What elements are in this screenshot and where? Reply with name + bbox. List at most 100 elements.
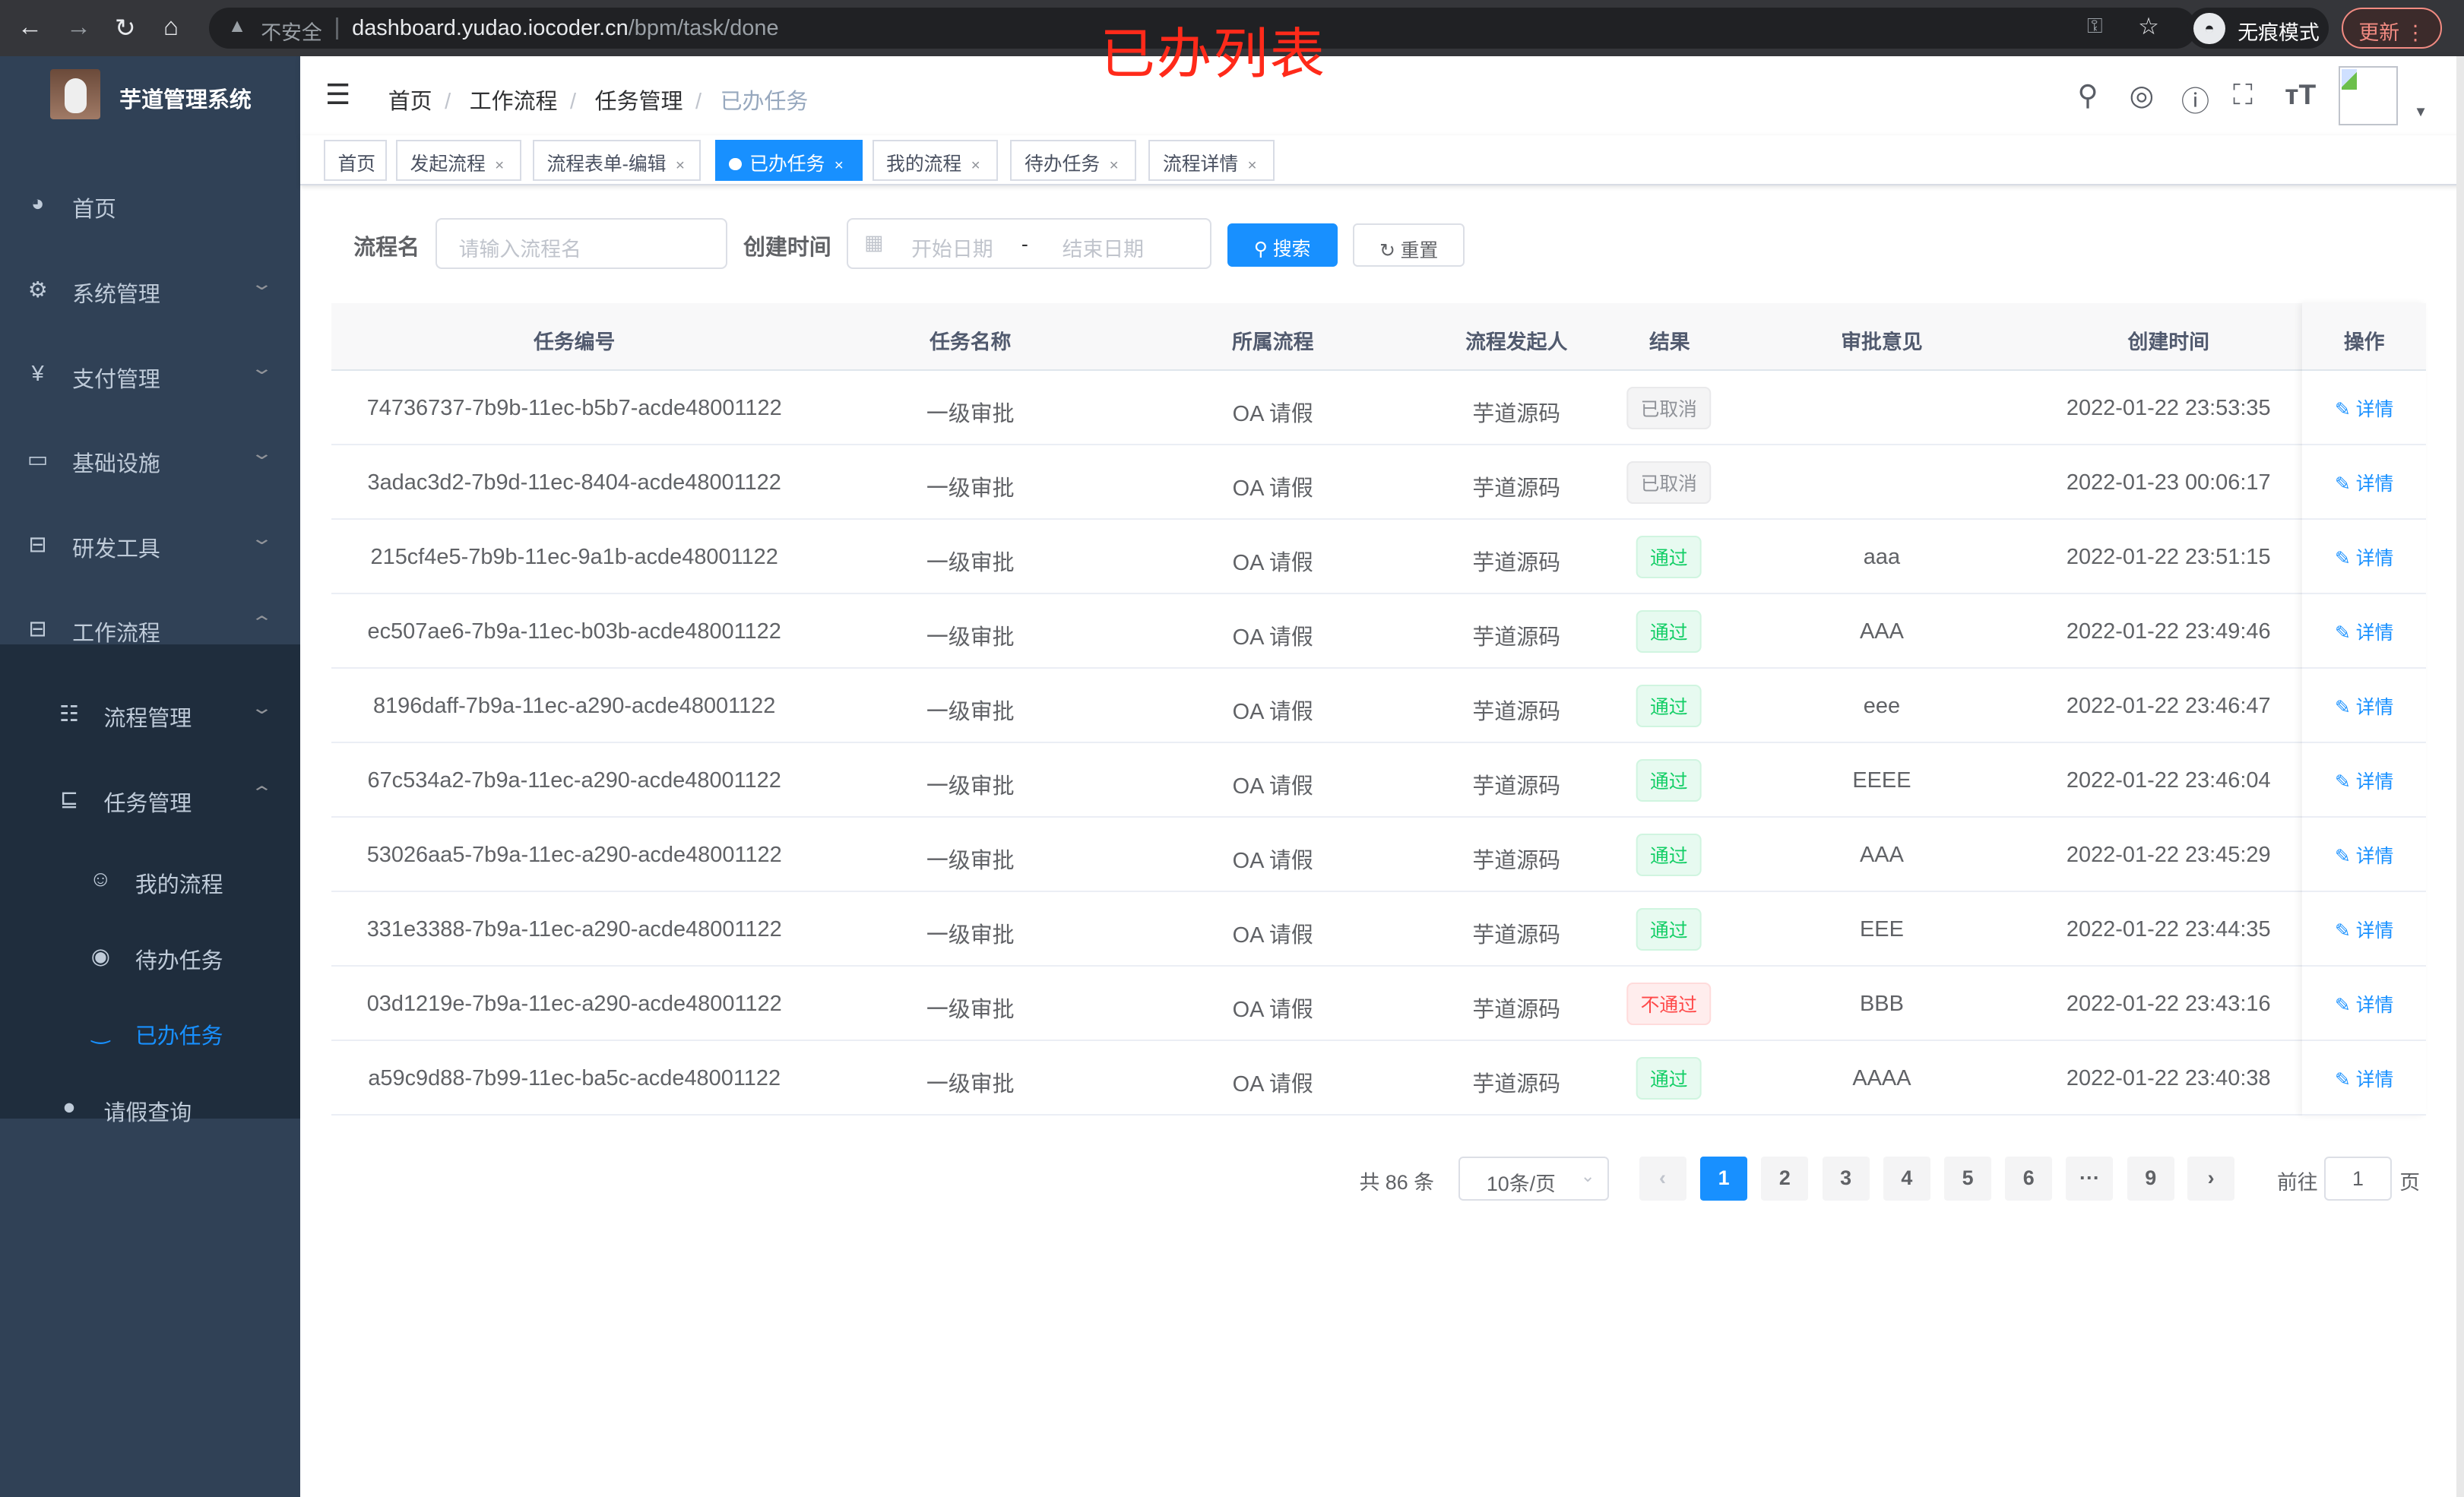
close-icon[interactable]: × [971,157,980,175]
detail-link[interactable]: ✎ 详情 [2335,548,2394,569]
sidebar-item-11[interactable]: ‿ 已办任务 [0,990,300,1075]
cell-name: 一级审批 [926,700,1015,725]
cell-process: OA 请假 [1232,998,1313,1023]
chevron-down-icon: ⌄ [249,697,274,717]
sidebar-item-10[interactable]: ◉ 待办任务 [0,914,300,999]
cell-id: 331e3388-7b9a-11ec-a290-acde48001122 [366,917,782,942]
search-button[interactable]: ⚲ 搜索 [1227,223,1338,267]
key-icon[interactable]: ⚿ [2086,14,2103,37]
star-icon[interactable]: ☆ [2138,12,2159,40]
url-text[interactable]: dashboard.yudao.iocoder.cn/bpm/task/done [352,15,779,40]
breadcrumb-item[interactable]: 首页 [388,89,432,114]
update-button[interactable]: 更新 ⋮ [2341,8,2443,49]
prev-page-button[interactable]: ‹ [1639,1156,1686,1201]
hamburger-icon[interactable]: ☰ [325,78,351,110]
cell-starter: 芋道源码 [1472,998,1561,1023]
table-row: a59c9d88-7b99-11ec-ba5c-acde48001122 一级审批… [331,1041,2427,1116]
process-name-input[interactable]: 请输入流程名 [435,218,728,269]
logo [50,68,101,120]
robot-icon: ☺ [89,867,112,892]
edit-icon: ✎ [2335,622,2351,644]
cell-time: 2022-01-22 23:53:35 [2066,396,2271,421]
close-icon[interactable]: × [495,157,505,175]
page-button[interactable]: 3 [1822,1156,1870,1201]
sidebar-item-12[interactable]: ● 请假查询 [0,1067,300,1152]
reset-button[interactable]: ↻ 重置 [1353,223,1465,267]
search-icon[interactable]: ⚲ [2077,79,2098,112]
page-button[interactable]: 6 [2005,1156,2053,1201]
back-icon[interactable]: ← [17,12,43,41]
end-date-input[interactable]: 结束日期 [1062,237,1145,261]
page-button[interactable]: 5 [1944,1156,1992,1201]
github-icon[interactable]: ◎ [2129,79,2155,112]
cell-starter: 芋道源码 [1472,476,1561,502]
toolbox-icon: ⊟ [28,617,47,642]
detail-link[interactable]: ✎ 详情 [2335,995,2394,1016]
detail-link[interactable]: ✎ 详情 [2335,399,2394,420]
reload-icon[interactable]: ↻ [114,14,136,43]
date-range-picker[interactable]: ▦ 开始日期 - 结束日期 [847,218,1212,269]
page-button[interactable]: 4 [1883,1156,1930,1201]
help-icon[interactable]: ⓘ [2181,85,2210,118]
fullscreen-icon[interactable]: ⛶ [2233,78,2253,111]
next-page-button[interactable]: › [2187,1156,2235,1201]
start-date-input[interactable]: 开始日期 [911,237,993,261]
breadcrumb-item[interactable]: 任务管理 [594,89,683,114]
detail-link[interactable]: ✎ 详情 [2335,846,2394,867]
tag-7[interactable]: 流程详情 × [1148,140,1275,181]
tag-5[interactable]: 我的流程 × [872,140,998,181]
incognito-badge[interactable]: ◓ 无痕模式 [2187,8,2329,49]
sidebar-item-1[interactable]: ◕ 首页 [0,163,300,248]
detail-link[interactable]: ✎ 详情 [2335,697,2394,718]
close-icon[interactable]: × [834,157,844,175]
tag-3[interactable]: 流程表单-编辑 × [532,140,702,181]
tag-1[interactable]: 首页 [323,140,387,181]
sidebar-item-6[interactable]: ⊟ 工作流程 ⌃ [0,587,300,673]
chevron-down-icon: ⌄ [1580,1166,1595,1186]
sidebar-item-3[interactable]: ¥ 支付管理 ⌄ [0,333,300,418]
font-size-icon[interactable]: тT [2285,78,2317,111]
cell-starter: 芋道源码 [1472,625,1561,650]
sidebar-item-4[interactable]: ▭ 基础设施 ⌄ [0,418,300,503]
sidebar-item-9[interactable]: ☺ 我的流程 [0,839,300,924]
close-icon[interactable]: × [1247,157,1257,175]
sidebar-item-2[interactable]: ⚙ 系统管理 ⌄ [0,248,300,334]
tag-4[interactable]: 已办任务 × [714,140,863,181]
avatar[interactable] [2338,65,2399,126]
table-row: 67c534a2-7b9a-11ec-a290-acde48001122 一级审批… [331,743,2427,818]
page-size-select[interactable]: 10条/页 ⌄ [1458,1156,1610,1201]
sidebar-item-5[interactable]: ⊟ 研发工具 ⌄ [0,503,300,588]
home-icon[interactable]: ⌂ [163,12,179,41]
detail-link[interactable]: ✎ 详情 [2335,1069,2394,1090]
chevron-down-icon: ⌄ [249,273,274,293]
table-row: 03d1219e-7b9a-11ec-a290-acde48001122 一级审批… [331,967,2427,1041]
page-suffix: 页 [2399,1171,2421,1195]
close-icon[interactable]: × [675,157,685,175]
edit-icon: ✎ [2335,920,2351,942]
table-row: 74736737-7b9b-11ec-b5b7-acde48001122 一级审批… [331,371,2427,445]
forward-icon[interactable]: → [65,12,91,41]
edit-icon: ✎ [2335,548,2351,569]
sidebar-item-8[interactable]: ⊑ 任务管理 ⌃ [0,758,300,843]
caret-down-icon[interactable]: ▼ [2413,103,2428,120]
tag-2[interactable]: 发起流程 × [396,140,522,181]
cell-comment: AAA [1859,843,1904,868]
address-bar[interactable]: ▲ 不安全 dashboard.yudao.iocoder.cn/bpm/tas… [208,8,2197,49]
page-button[interactable]: 9 [2127,1156,2174,1201]
breadcrumb-item[interactable]: 工作流程 [469,89,558,114]
page-button[interactable]: ··· [2066,1156,2114,1201]
page-button[interactable]: 2 [1761,1156,1809,1201]
sidebar-item-7[interactable]: ☷ 流程管理 ⌄ [0,673,300,758]
cell-comment: EEE [1859,917,1904,942]
scrollbar[interactable] [2456,56,2464,1497]
refresh-icon: ↻ [1379,241,1395,262]
close-icon[interactable]: × [1109,157,1119,175]
page-button[interactable]: 1 [1700,1156,1748,1201]
result-badge: 已取消 [1626,386,1712,430]
detail-link[interactable]: ✎ 详情 [2335,473,2394,495]
detail-link[interactable]: ✎ 详情 [2335,622,2394,644]
goto-page-input[interactable]: 1 [2323,1156,2392,1201]
detail-link[interactable]: ✎ 详情 [2335,920,2394,942]
detail-link[interactable]: ✎ 详情 [2335,771,2394,793]
tag-6[interactable]: 待办任务 × [1010,140,1136,181]
